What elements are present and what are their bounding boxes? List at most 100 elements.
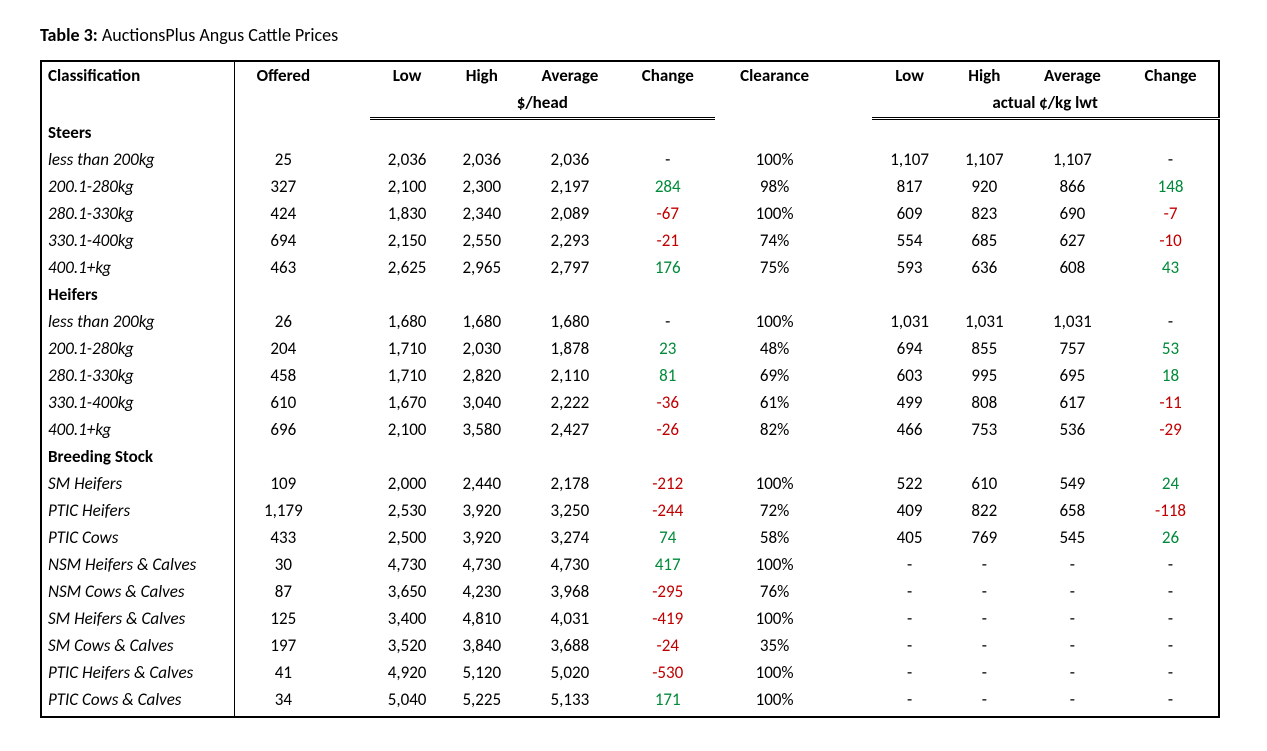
cell-h-chg: -36 [621,389,715,416]
cell-h-high: 4,230 [444,578,519,605]
cell-k-chg: - [1123,686,1219,717]
cell-k-avg: 549 [1022,470,1123,497]
cell-h-low: 4,730 [370,551,445,578]
cell-k-chg: - [1123,308,1219,335]
cell-k-low: - [872,659,947,686]
cell-k-high: 920 [947,173,1022,200]
cell-offered: 125 [235,605,332,632]
cell-h-low: 2,100 [370,173,445,200]
table-row: 330.1-400kg6101,6703,0402,222-3661%49980… [41,389,1219,416]
cell-k-avg: - [1022,605,1123,632]
table-row: NSM Heifers & Calves304,7304,7304,730417… [41,551,1219,578]
cell-k-avg: 617 [1022,389,1123,416]
cell-k-chg: 18 [1123,362,1219,389]
cell-k-chg: 43 [1123,254,1219,281]
cell-offered: 458 [235,362,332,389]
cell-h-avg: 2,797 [519,254,620,281]
cell-k-avg: 1,031 [1022,308,1123,335]
cell-offered: 433 [235,524,332,551]
table-row: 280.1-330kg4581,7102,8202,1108169%603995… [41,362,1219,389]
cell-k-avg: - [1022,578,1123,605]
cell-k-high: 1,107 [947,146,1022,173]
cell-h-avg: 2,178 [519,470,620,497]
cell-h-low: 1,680 [370,308,445,335]
cell-k-low: - [872,632,947,659]
col-h-high: High [444,61,519,89]
cell-h-high: 2,965 [444,254,519,281]
cell-k-high: - [947,578,1022,605]
cell-h-high: 4,810 [444,605,519,632]
cell-k-high: 808 [947,389,1022,416]
title-rest: AuctionsPlus Angus Cattle Prices [98,24,338,46]
cell-k-low: 522 [872,470,947,497]
cell-h-high: 3,920 [444,497,519,524]
section-name: Heifers [41,281,235,308]
col-clearance: Clearance [715,61,834,89]
cell-h-low: 2,100 [370,416,445,443]
cell-h-avg: 1,878 [519,335,620,362]
table-row: 200.1-280kg2041,7102,0301,8782348%694855… [41,335,1219,362]
table-row: SM Heifers & Calves1253,4004,8104,031-41… [41,605,1219,632]
section-name: Steers [41,119,235,146]
cell-offered: 463 [235,254,332,281]
cell-h-avg: 2,110 [519,362,620,389]
row-label: SM Heifers [41,470,235,497]
cell-h-avg: 2,427 [519,416,620,443]
cell-k-high: 855 [947,335,1022,362]
cell-k-low: 466 [872,416,947,443]
row-label: PTIC Heifers [41,497,235,524]
cell-k-low: - [872,578,947,605]
table-row: PTIC Cows4332,5003,9203,2747458%40576954… [41,524,1219,551]
table-row: PTIC Cows & Calves345,0405,2255,13317110… [41,686,1219,717]
cell-clearance: 98% [715,173,834,200]
cell-k-low: 405 [872,524,947,551]
table-row: 400.1+kg4632,6252,9652,79717675%59363660… [41,254,1219,281]
section-row: Steers [41,119,1219,146]
cell-k-avg: 658 [1022,497,1123,524]
col-h-low: Low [370,61,445,89]
cell-h-chg: 171 [621,686,715,717]
cell-h-chg: -67 [621,200,715,227]
cell-k-low: 409 [872,497,947,524]
cell-h-high: 5,225 [444,686,519,717]
cell-h-low: 3,400 [370,605,445,632]
cell-h-high: 5,120 [444,659,519,686]
cell-k-avg: 545 [1022,524,1123,551]
cell-offered: 41 [235,659,332,686]
cell-k-chg: - [1123,659,1219,686]
cell-h-avg: 3,688 [519,632,620,659]
cell-clearance: 100% [715,551,834,578]
cell-h-high: 2,340 [444,200,519,227]
cell-k-low: - [872,686,947,717]
cell-k-avg: 627 [1022,227,1123,254]
cell-offered: 204 [235,335,332,362]
cell-k-high: 769 [947,524,1022,551]
col-k-chg: Change [1123,61,1219,89]
cell-clearance: 72% [715,497,834,524]
cell-k-high: 636 [947,254,1022,281]
cell-k-high: 753 [947,416,1022,443]
cell-k-low: 593 [872,254,947,281]
table-row: PTIC Heifers & Calves414,9205,1205,020-5… [41,659,1219,686]
cell-k-high: - [947,632,1022,659]
cell-k-low: 499 [872,389,947,416]
cell-k-chg: -29 [1123,416,1219,443]
cell-k-low: 1,107 [872,146,947,173]
row-label: 400.1+kg [41,254,235,281]
cell-h-chg: -24 [621,632,715,659]
table-title: Table 3: AuctionsPlus Angus Cattle Price… [40,24,1227,46]
cell-h-chg: -530 [621,659,715,686]
row-label: 400.1+kg [41,416,235,443]
cell-k-avg: 690 [1022,200,1123,227]
cell-offered: 197 [235,632,332,659]
cell-h-low: 1,710 [370,335,445,362]
cell-h-high: 2,440 [444,470,519,497]
cell-h-low: 2,150 [370,227,445,254]
col-k-low: Low [872,61,947,89]
col-h-avg: Average [519,61,620,89]
table-row: SM Cows & Calves1973,5203,8403,688-2435%… [41,632,1219,659]
cell-k-low: 817 [872,173,947,200]
section-name: Breeding Stock [41,443,235,470]
cell-k-low: 1,031 [872,308,947,335]
cell-clearance: 100% [715,200,834,227]
